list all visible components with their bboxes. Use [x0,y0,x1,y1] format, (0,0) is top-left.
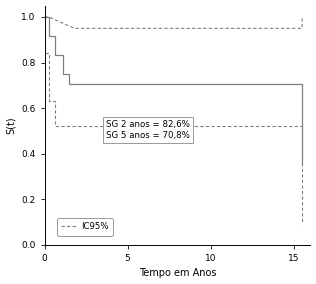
X-axis label: Tempo em Anos: Tempo em Anos [139,268,216,278]
Y-axis label: S(t): S(t) [6,116,15,134]
Text: SG 2 anos = 82,6%
SG 5 anos = 70,8%: SG 2 anos = 82,6% SG 5 anos = 70,8% [106,120,190,140]
Legend: IC95%: IC95% [57,218,113,236]
